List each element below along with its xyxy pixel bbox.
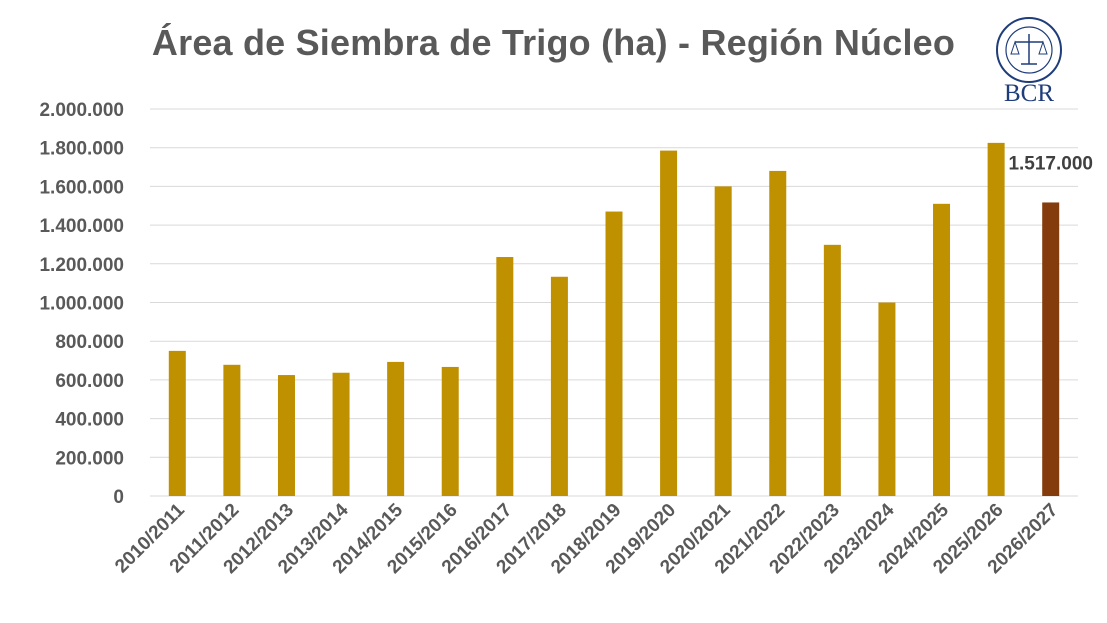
bar bbox=[168, 350, 186, 496]
bcr-logo-text: BCR bbox=[1003, 80, 1055, 107]
bar bbox=[277, 375, 295, 496]
bar bbox=[441, 366, 459, 496]
y-tick-label: 0 bbox=[113, 487, 124, 508]
y-tick-label: 400.000 bbox=[55, 410, 124, 431]
data-labels: 1.517.000 bbox=[1008, 153, 1093, 174]
y-tick-label: 1.400.000 bbox=[39, 216, 124, 237]
y-tick-label: 200.000 bbox=[55, 448, 124, 469]
bar bbox=[496, 257, 514, 496]
bar bbox=[878, 302, 896, 496]
y-tick-label: 2.000.000 bbox=[39, 100, 124, 121]
bar bbox=[332, 372, 350, 496]
bar bbox=[1042, 202, 1060, 496]
data-label: 1.517.000 bbox=[1008, 153, 1093, 174]
bar bbox=[223, 364, 241, 496]
y-tick-label: 1.600.000 bbox=[39, 177, 124, 198]
bar bbox=[660, 150, 678, 497]
bcr-seal-icon bbox=[996, 17, 1062, 83]
bar bbox=[987, 142, 1005, 497]
y-tick-label: 1.800.000 bbox=[39, 139, 124, 160]
x-axis: 2010/20112011/20122012/20132013/20142014… bbox=[111, 499, 1062, 578]
y-axis: 0 200.000 400.000 600.000 800.000 1.000.000 1.… bbox=[39, 100, 124, 508]
y-tick-label: 1.200.000 bbox=[39, 255, 124, 276]
y-tick-label: 800.000 bbox=[55, 332, 124, 353]
bar bbox=[550, 276, 568, 496]
bar bbox=[605, 211, 623, 496]
chart-title: Área de Siembra de Trigo (ha) - Región N… bbox=[151, 22, 956, 63]
bar bbox=[769, 170, 787, 497]
y-tick-label: 1.000.000 bbox=[39, 294, 124, 315]
bar bbox=[714, 186, 732, 496]
bar bbox=[933, 203, 951, 496]
bars bbox=[168, 142, 1060, 497]
bar bbox=[823, 244, 841, 496]
bar bbox=[387, 361, 405, 496]
y-tick-label: 600.000 bbox=[55, 371, 124, 392]
